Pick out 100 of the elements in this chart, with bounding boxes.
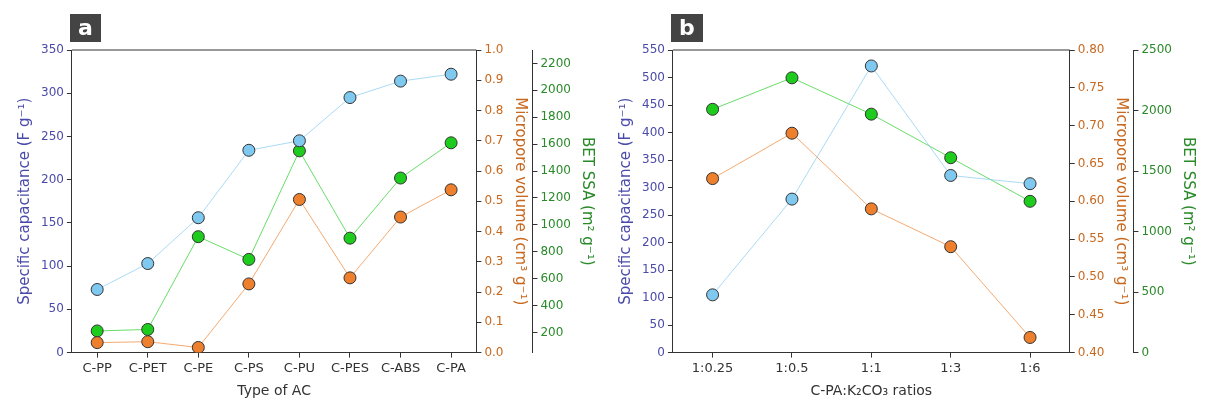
y2-tick-label: 0.9 [484,72,504,87]
y3-tick-label: 1000 [1141,223,1173,238]
y2-axis-title: Micropore volume (cm³ g⁻¹) [511,97,530,306]
y3-tick-label: 600 [540,270,564,285]
point [394,74,408,88]
y2-tick-label: 0.40 [1077,344,1105,359]
point [90,336,104,350]
point [864,202,878,216]
y-tick-label: 200 [642,234,665,249]
x-axis-title: Type of AC [236,382,312,399]
y3-tick-label: 200 [540,324,564,339]
y3-tick-label: 1600 [540,136,572,151]
y-tick-label: 100 [41,258,64,273]
x-tick-label: 1:6 [1019,359,1041,375]
y3-axis-title: BET SSA (m² g⁻¹) [1180,137,1199,266]
y-tick-label: 150 [642,262,665,277]
y2-tick-label: 0.70 [1077,117,1105,132]
y3-tick-label: 2200 [540,55,572,70]
point [444,67,458,81]
y3-tick-label: 1800 [540,109,572,124]
point [394,171,408,185]
x-tick-label: C-PS [233,359,264,375]
x-tick-label: 1:0.25 [691,359,734,375]
y-tick-label: 350 [41,42,64,57]
point [864,59,878,73]
y-tick-label: 0 [56,344,64,359]
y-tick-label: 50 [48,301,64,316]
point [785,126,799,140]
point [141,322,155,336]
y2-tick-label: 0.4 [484,223,504,238]
point [706,172,720,186]
y-tick-label: 350 [642,152,665,167]
point [343,231,357,245]
point [343,91,357,105]
y2-tick-label: 0.80 [1077,42,1105,57]
y2-tick-label: 0.0 [484,344,504,359]
point [242,277,256,291]
y3-tick-label: 1500 [1141,163,1173,178]
point [394,210,408,224]
y-tick-label: 100 [642,289,665,304]
y3-tick-label: 0 [1141,344,1150,359]
x-tick-label: C-PET [128,359,167,375]
y-axis-title: Specific capacitance (F g⁻¹) [14,97,33,305]
y-tick-label: 450 [642,97,665,112]
y3-tick-label: 1000 [540,216,572,231]
point [191,230,205,244]
y2-tick-label: 0.60 [1077,193,1105,208]
point [141,335,155,349]
y2-tick-label: 0.1 [484,314,504,329]
x-tick-label: C-PP [82,359,113,375]
point [944,240,958,254]
point [242,252,256,266]
point [944,168,958,182]
y-tick-label: 300 [41,85,64,100]
y3-axis-title: BET SSA (m² g⁻¹) [579,137,598,266]
y-tick-label: 400 [642,124,665,139]
point [706,102,720,116]
y-tick-label: 200 [41,171,64,186]
point [90,282,104,296]
y2-tick-label: 0.65 [1077,155,1105,170]
y3-tick-label: 1200 [540,190,572,205]
y2-axis-title: Micropore volume (cm³ g⁻¹) [1112,97,1131,306]
y2-tick-label: 0.75 [1077,79,1105,94]
x-tick-label: C-PE [183,359,214,375]
point [444,136,458,150]
chart-title: b [671,14,703,42]
x-tick-label: C-PA [436,359,467,375]
point [343,271,357,285]
y2-tick-label: 0.8 [484,102,504,117]
y2-tick-label: 1.0 [484,42,504,57]
point [864,107,878,121]
point [292,192,306,206]
x-tick-label: C-ABS [380,359,421,375]
point [1023,194,1037,208]
point [191,340,205,353]
x-tick-label: 1:1 [860,359,882,375]
point [292,134,306,148]
y-tick-label: 500 [642,69,665,84]
y-tick-label: 550 [642,42,665,57]
point [444,183,458,197]
y-tick-label: 250 [41,128,64,143]
x-axis-title: C-PA:K₂CO₃ ratios [810,382,933,399]
x-tick-label: C-PES [330,359,370,375]
y3-tick-label: 500 [1141,284,1165,299]
y3-tick-label: 800 [540,243,564,258]
point [1023,330,1037,344]
x-tick-label: 1:3 [940,359,962,375]
y-tick-label: 50 [649,317,665,332]
y-tick-label: 0 [657,344,665,359]
y2-tick-label: 0.3 [484,253,504,268]
y2-tick-label: 0.5 [484,193,504,208]
point [141,257,155,271]
y3-tick-label: 2000 [1141,102,1173,117]
point [191,211,205,225]
point [944,151,958,165]
y3-tick-label: 2500 [1141,42,1173,57]
y3-tick-label: 400 [540,297,564,312]
y-tick-label: 150 [41,215,64,230]
y3-tick-label: 2000 [540,82,572,97]
y-tick-label: 300 [642,179,665,194]
